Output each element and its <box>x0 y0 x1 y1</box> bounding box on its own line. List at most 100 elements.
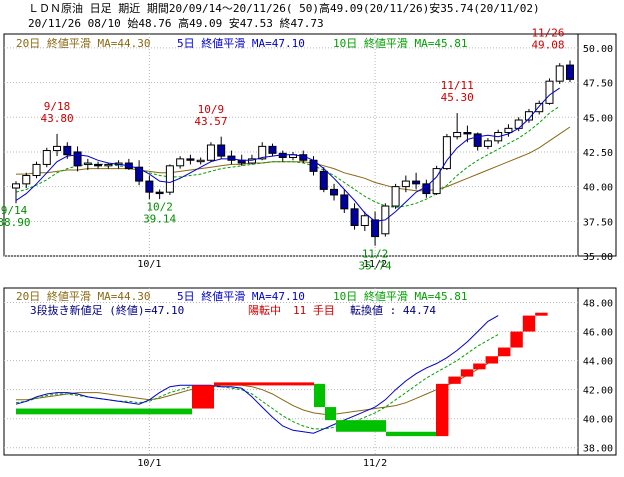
candle-down <box>145 180 154 193</box>
low-annotation-date: 10/2 <box>146 201 173 214</box>
high-annotation-value: 45.30 <box>441 91 474 104</box>
candle-up <box>483 140 492 147</box>
brick-up <box>436 383 449 437</box>
price-x-label: 10/1 <box>137 259 161 270</box>
line-break-tick-label: 38.00 <box>583 444 613 455</box>
price-panel-frame <box>3 33 617 257</box>
header-line-1: ＬＤＮ原油 日足 期近 期間20/09/14～20/11/26( 50)高49.… <box>28 1 540 15</box>
brick-up <box>203 385 214 409</box>
candle-down <box>340 194 349 210</box>
candle-down <box>319 170 328 190</box>
price-tick-label: 35.00 <box>583 252 613 263</box>
high-annotation-date: 11/11 <box>441 79 474 92</box>
high-annotation-date: 9/18 <box>44 100 71 113</box>
price-x-label: 11/2 <box>363 259 387 270</box>
brick-up <box>522 315 536 332</box>
candle-up <box>247 158 256 164</box>
bottom-info-item: 陽転中 <box>248 304 281 317</box>
candle-up <box>504 127 513 134</box>
brick-up <box>264 382 314 386</box>
candle-up <box>104 163 113 167</box>
candle-down <box>217 144 226 157</box>
candle-down <box>412 180 421 185</box>
candle-up <box>453 132 462 138</box>
candle-down <box>473 133 482 147</box>
low-annotation-value: 39.14 <box>143 213 176 226</box>
candle-down <box>350 208 359 226</box>
high-annotation-value: 43.57 <box>194 115 227 128</box>
line-break-ma20 <box>16 355 499 415</box>
line-break-tick-label: 40.00 <box>583 415 613 426</box>
candle-up <box>83 162 92 165</box>
candle-up <box>360 215 369 226</box>
candle-up <box>165 165 174 193</box>
candle-up <box>32 163 41 177</box>
brick-up <box>498 347 511 357</box>
price-tick-label: 45.00 <box>583 113 613 124</box>
brick-up <box>535 312 548 316</box>
price-tick-label: 50.00 <box>583 44 613 55</box>
brick-up <box>192 385 203 409</box>
bottom-legend-item: 20日 終値平滑 MA=44.30 <box>16 289 150 303</box>
high-annotation-value: 43.80 <box>40 112 73 125</box>
top-legend-item: 5日 終値平滑 MA=47.10 <box>177 36 305 50</box>
ma5-line <box>15 87 560 222</box>
line-break-tick-label: 46.00 <box>583 328 613 339</box>
price-tick-label: 40.00 <box>583 183 613 194</box>
line-break-tick-label: 42.00 <box>583 386 613 397</box>
candle-up <box>545 80 554 104</box>
brick-up <box>510 331 523 348</box>
brick-down <box>16 408 192 415</box>
brick-down <box>336 420 386 432</box>
top-legend-item: 10日 終値平滑 MA=45.81 <box>333 36 467 50</box>
candle-up <box>514 119 523 129</box>
candle-up <box>22 175 31 185</box>
candle-up <box>524 111 533 121</box>
line-break-x-label: 11/2 <box>363 458 387 469</box>
line-break-panel: 48.00 46.00 44.00 42.00 40.00 38.00 10/1 11/2 <box>3 287 617 469</box>
candle-up <box>391 186 400 207</box>
price-tick-label: 42.50 <box>583 148 613 159</box>
candle-down <box>94 163 103 167</box>
top-legend-item: 20日 終値平滑 MA=44.30 <box>16 36 150 50</box>
brick-down <box>314 383 325 408</box>
candle-up <box>176 158 185 167</box>
bottom-info-item: 転換値 : 44.74 <box>350 304 436 317</box>
candle-up <box>42 150 51 165</box>
price-tick-label: 37.50 <box>583 217 613 228</box>
high-annotation-date: 10/9 <box>198 103 225 116</box>
brick-up <box>473 363 486 370</box>
candle-up <box>258 145 267 160</box>
line-break-x-label: 10/1 <box>137 458 161 469</box>
candle-up <box>535 102 544 113</box>
candle-up <box>401 180 410 188</box>
line-break-tick-label: 44.00 <box>583 357 613 368</box>
candle-up <box>12 183 20 189</box>
high-annotation-value: 49.08 <box>531 39 564 52</box>
line-break-panel-frame <box>3 287 617 456</box>
low-annotation-value: 35.74 <box>359 260 392 273</box>
bottom-legend-item: 10日 終値平滑 MA=45.81 <box>333 289 467 303</box>
candle-down <box>463 132 472 135</box>
low-annotation-value: 38.90 <box>0 216 31 229</box>
brick-up <box>460 369 474 377</box>
price-panel: 50.00 47.50 45.00 42.50 40.00 37.50 35.00 10/1 1… <box>0 27 617 273</box>
brick-up <box>214 382 264 386</box>
candle-down <box>73 151 82 167</box>
candle-down <box>135 166 144 182</box>
bottom-info-item: 3段抜き新値足 (終値)=47.10 <box>30 303 184 317</box>
bottom-legend: 20日 終値平滑 MA=44.30 5日 終値平滑 MA=47.10 10日 終値平… <box>16 289 467 303</box>
price-tick-label: 47.50 <box>583 79 613 90</box>
legends: 20日 終値平滑 MA=44.30 5日 終値平滑 MA=47.10 10日 終値平… <box>16 36 467 317</box>
candle-down <box>63 145 72 156</box>
low-annotation-date: 11/2 <box>362 248 389 261</box>
brick-up <box>448 376 461 384</box>
line-break-ma5 <box>15 315 499 434</box>
brick-up <box>485 356 498 364</box>
candle-up <box>442 136 451 170</box>
candle-up <box>555 65 564 82</box>
candle-up <box>196 159 205 163</box>
candle-up <box>206 144 215 161</box>
candle-down <box>227 155 236 161</box>
